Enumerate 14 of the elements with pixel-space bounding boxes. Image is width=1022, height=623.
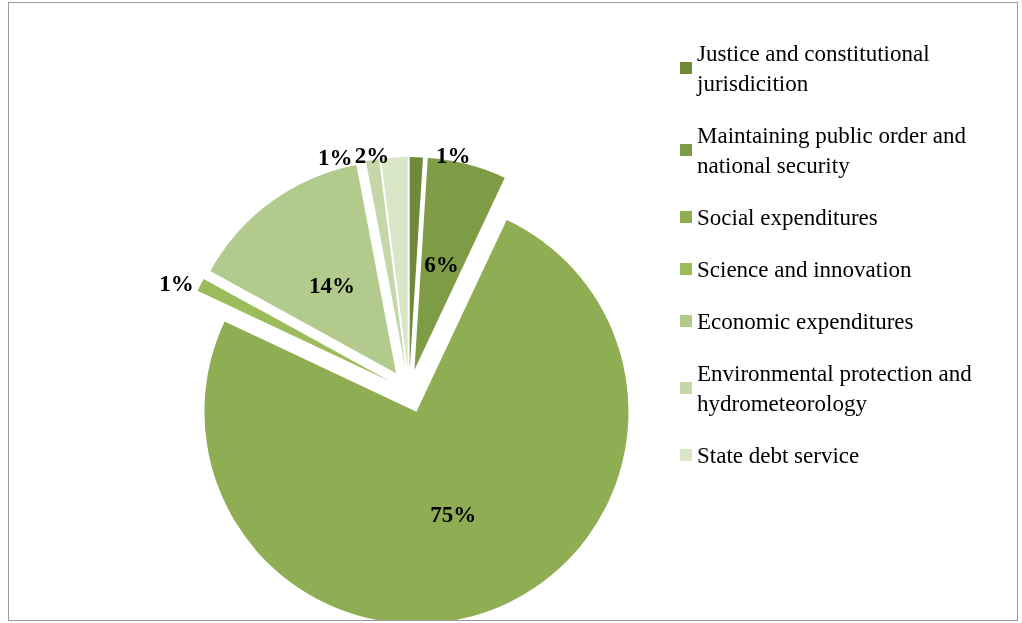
data-label: 1%: [318, 145, 353, 171]
legend-label: Economic expenditures: [697, 308, 914, 334]
data-label: 1%: [435, 142, 471, 168]
legend-label: State debt service: [697, 442, 860, 468]
data-label: 2%: [354, 142, 390, 168]
legend-label: Maintaining public order and national security: [697, 122, 972, 178]
legend-label: Justice and constitutional jurisdicition: [696, 40, 936, 96]
data-label: 1%: [159, 271, 194, 297]
data-label: 75%: [430, 501, 477, 527]
legend-label: Science and innovation: [697, 256, 913, 282]
data-label: 14%: [309, 272, 355, 298]
legend-label: Social expenditures: [697, 204, 878, 230]
legend-label: Environmental protection and hydrometeorology: [697, 360, 978, 416]
data-label: 6%: [424, 251, 459, 277]
